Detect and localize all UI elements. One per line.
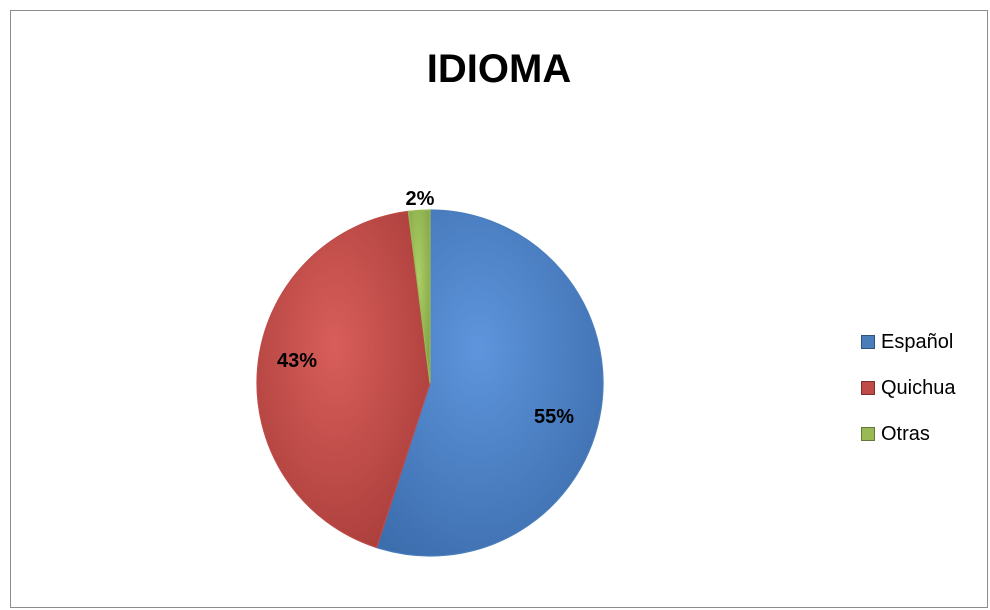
data-label-quichua: 43% [277,350,317,372]
legend: Español Quichua Otras [861,329,956,467]
pie-chart: 55% 43% 2% [256,188,604,557]
legend-swatch-quichua [861,381,875,395]
chart-frame: IDIOMA 55% 43% 2% Español Quichua [10,10,988,608]
legend-label-otras: Otras [881,422,930,445]
chart-title: IDIOMA [426,47,572,91]
legend-swatch-espanol [861,335,875,349]
legend-item-quichua: Quichua [861,375,956,401]
legend-item-espanol: Español [861,329,956,355]
pie-slice-otras [407,209,431,384]
legend-label-espanol: Español [881,330,954,353]
legend-item-otras: Otras [861,421,956,447]
legend-swatch-otras [861,427,875,441]
legend-label-quichua: Quichua [881,376,956,399]
data-label-otras: 2% [406,188,435,210]
pie-slice-quichua [256,210,431,549]
pie-slice-espanol [375,209,604,557]
data-label-espanol: 55% [534,406,574,428]
